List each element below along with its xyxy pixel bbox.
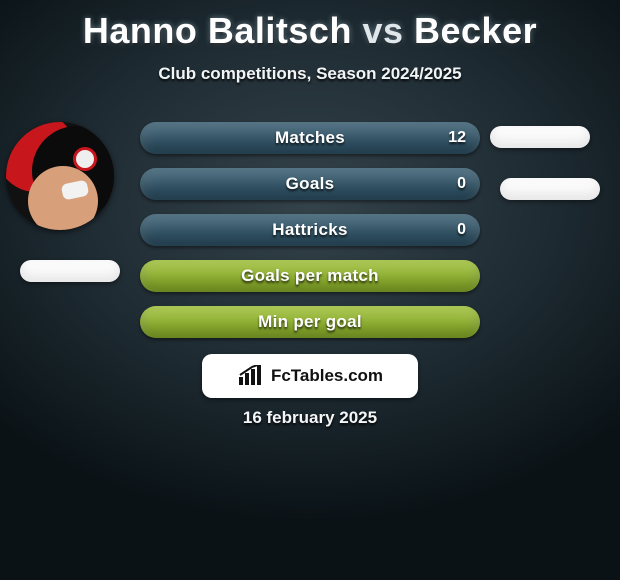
stat-row: Goals per match xyxy=(140,260,480,292)
date-text: 16 february 2025 xyxy=(0,408,620,428)
brand-rest: Tables.com xyxy=(291,366,383,385)
page-title: Hanno Balitsch vs Becker xyxy=(0,0,620,52)
stat-rows: Matches 12 Goals 0 Hattricks 0 Goals per match… xyxy=(140,122,480,352)
stat-row: Goals 0 xyxy=(140,168,480,200)
brand-fc: Fc xyxy=(271,366,291,385)
avatar-player1 xyxy=(6,122,114,230)
stat-label: Goals xyxy=(286,174,335,194)
stat-label: Min per goal xyxy=(258,312,362,332)
stat-label: Goals per match xyxy=(241,266,379,286)
pill xyxy=(20,260,120,282)
vs-text: vs xyxy=(362,10,403,51)
avatar-image xyxy=(6,122,114,230)
stat-value: 0 xyxy=(457,175,466,193)
stat-value: 12 xyxy=(448,129,466,147)
pill xyxy=(500,178,600,200)
brand-badge: FcTables.com xyxy=(202,354,418,398)
pill xyxy=(490,126,590,148)
chart-icon xyxy=(237,365,265,387)
player1-name: Hanno Balitsch xyxy=(83,10,352,51)
stat-value: 0 xyxy=(457,221,466,239)
stat-row: Hattricks 0 xyxy=(140,214,480,246)
stat-label: Matches xyxy=(275,128,345,148)
brand-text: FcTables.com xyxy=(271,366,383,386)
stat-row: Matches 12 xyxy=(140,122,480,154)
infographic: Hanno Balitsch vs Becker Club competitio… xyxy=(0,0,620,580)
stat-label: Hattricks xyxy=(272,220,347,240)
stat-row: Min per goal xyxy=(140,306,480,338)
subtitle: Club competitions, Season 2024/2025 xyxy=(0,64,620,84)
player2-name: Becker xyxy=(414,10,537,51)
